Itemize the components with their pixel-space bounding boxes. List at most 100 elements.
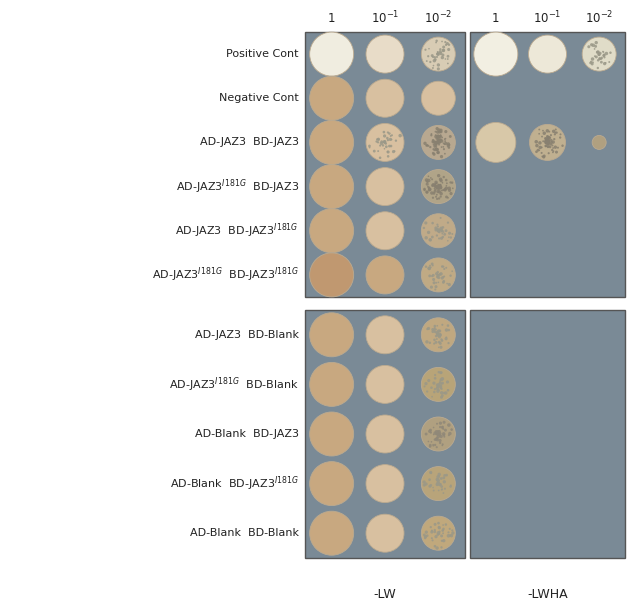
Circle shape	[437, 276, 440, 279]
Circle shape	[426, 390, 428, 393]
Circle shape	[436, 135, 440, 138]
Circle shape	[451, 270, 453, 272]
Circle shape	[422, 516, 456, 550]
Circle shape	[430, 386, 433, 389]
Circle shape	[439, 426, 442, 429]
Circle shape	[366, 464, 404, 503]
Circle shape	[538, 133, 540, 135]
Circle shape	[437, 430, 439, 433]
Circle shape	[435, 478, 439, 481]
Circle shape	[428, 267, 431, 270]
Circle shape	[545, 140, 546, 142]
Circle shape	[437, 135, 439, 137]
Circle shape	[428, 342, 431, 344]
Circle shape	[427, 231, 430, 234]
Circle shape	[366, 365, 404, 404]
Text: -LWHA: -LWHA	[527, 589, 568, 602]
Circle shape	[452, 188, 454, 189]
Circle shape	[424, 537, 427, 540]
Circle shape	[439, 50, 442, 53]
Circle shape	[598, 58, 601, 60]
Circle shape	[447, 240, 449, 242]
Circle shape	[442, 476, 445, 480]
Circle shape	[437, 139, 439, 142]
Circle shape	[366, 415, 404, 453]
Circle shape	[437, 482, 438, 484]
Circle shape	[547, 137, 549, 138]
Circle shape	[440, 378, 442, 381]
Circle shape	[545, 145, 547, 148]
Circle shape	[436, 53, 439, 55]
Circle shape	[442, 189, 444, 191]
Circle shape	[439, 186, 442, 189]
Circle shape	[437, 228, 439, 230]
Circle shape	[388, 144, 391, 148]
Circle shape	[434, 226, 437, 229]
Circle shape	[441, 382, 444, 385]
Circle shape	[443, 480, 446, 483]
Circle shape	[440, 276, 444, 280]
Circle shape	[443, 148, 445, 151]
Circle shape	[449, 534, 451, 536]
Circle shape	[435, 331, 439, 334]
Circle shape	[598, 57, 601, 60]
Circle shape	[432, 153, 435, 156]
Circle shape	[547, 141, 550, 144]
Circle shape	[547, 141, 550, 144]
Circle shape	[594, 41, 598, 44]
Circle shape	[392, 150, 395, 153]
Circle shape	[550, 141, 553, 144]
Circle shape	[443, 276, 445, 277]
Circle shape	[596, 51, 599, 53]
Circle shape	[438, 135, 441, 138]
Circle shape	[433, 391, 435, 393]
Circle shape	[422, 367, 456, 401]
Circle shape	[436, 383, 439, 387]
Circle shape	[435, 446, 438, 448]
Circle shape	[435, 436, 439, 440]
Circle shape	[439, 483, 442, 486]
Circle shape	[375, 140, 378, 143]
Circle shape	[433, 65, 434, 66]
Circle shape	[447, 329, 450, 331]
Circle shape	[545, 142, 546, 144]
Circle shape	[541, 136, 543, 138]
Circle shape	[442, 433, 445, 436]
Circle shape	[422, 37, 456, 71]
Circle shape	[423, 534, 426, 537]
Circle shape	[437, 386, 439, 388]
Circle shape	[433, 531, 436, 533]
Text: AD-JAZ3  BD-JAZ3$^{I181G}$: AD-JAZ3 BD-JAZ3$^{I181G}$	[175, 222, 299, 240]
Circle shape	[435, 141, 439, 144]
Circle shape	[447, 48, 451, 51]
Circle shape	[436, 148, 439, 151]
Circle shape	[447, 283, 451, 286]
Circle shape	[448, 434, 450, 436]
Circle shape	[429, 444, 432, 447]
Circle shape	[603, 51, 604, 53]
Circle shape	[542, 130, 544, 132]
Circle shape	[599, 52, 601, 55]
Circle shape	[448, 44, 451, 46]
Circle shape	[428, 478, 431, 481]
Circle shape	[366, 256, 404, 294]
Text: 1: 1	[492, 12, 500, 24]
Text: AD-Blank  BD-JAZ3: AD-Blank BD-JAZ3	[195, 429, 299, 439]
Circle shape	[387, 131, 389, 134]
Circle shape	[429, 146, 432, 148]
Circle shape	[538, 149, 540, 151]
Circle shape	[447, 342, 450, 344]
Circle shape	[427, 178, 430, 182]
Text: -LW: -LW	[374, 589, 396, 602]
Circle shape	[445, 138, 446, 140]
Circle shape	[436, 188, 439, 189]
Circle shape	[547, 140, 550, 143]
Circle shape	[439, 184, 442, 186]
Circle shape	[542, 140, 544, 142]
Circle shape	[438, 135, 440, 138]
Circle shape	[439, 433, 440, 436]
Circle shape	[529, 124, 565, 160]
Circle shape	[433, 330, 437, 333]
Circle shape	[438, 144, 440, 146]
Circle shape	[451, 529, 454, 532]
